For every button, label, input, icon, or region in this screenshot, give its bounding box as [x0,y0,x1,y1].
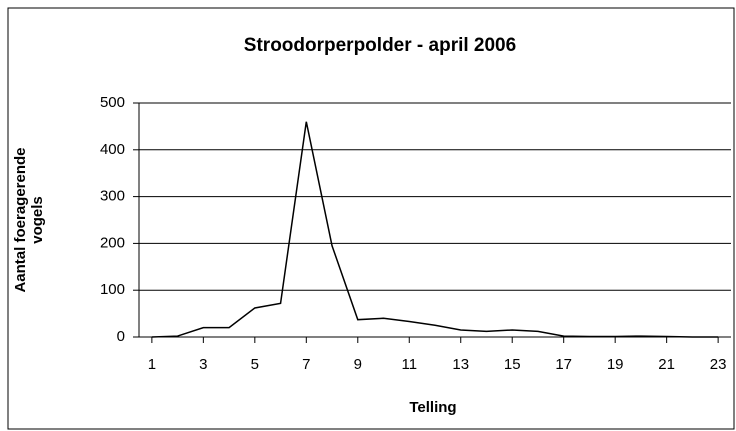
x-tick-label: 23 [710,356,727,373]
x-tick-label: 21 [658,356,675,373]
x-tick-label: 3 [199,356,207,373]
data-line [151,121,719,338]
x-tick-label: 15 [504,356,521,373]
x-tick-label: 7 [302,356,310,373]
x-tick-label: 1 [148,356,156,373]
x-tick-label: 19 [607,356,624,373]
y-tick-label: 0 [117,328,125,345]
x-tick-label: 13 [452,356,469,373]
x-axis-label: Telling [409,399,456,416]
x-tick-label: 17 [555,356,572,373]
y-tick-label: 400 [100,141,125,158]
chart-border [7,7,735,430]
x-tick-label: 5 [251,356,259,373]
y-tick-label: 500 [100,94,125,111]
y-axis-label: Aantal foeragerende vogels [12,147,46,293]
y-tick-label: 300 [100,188,125,205]
y-tick-label: 100 [100,281,125,298]
x-tick-label: 11 [401,356,417,373]
y-tick-label: 200 [100,234,125,251]
x-tick-label: 9 [354,356,362,373]
chart-title: Stroodorperpolder - april 2006 [244,35,516,56]
